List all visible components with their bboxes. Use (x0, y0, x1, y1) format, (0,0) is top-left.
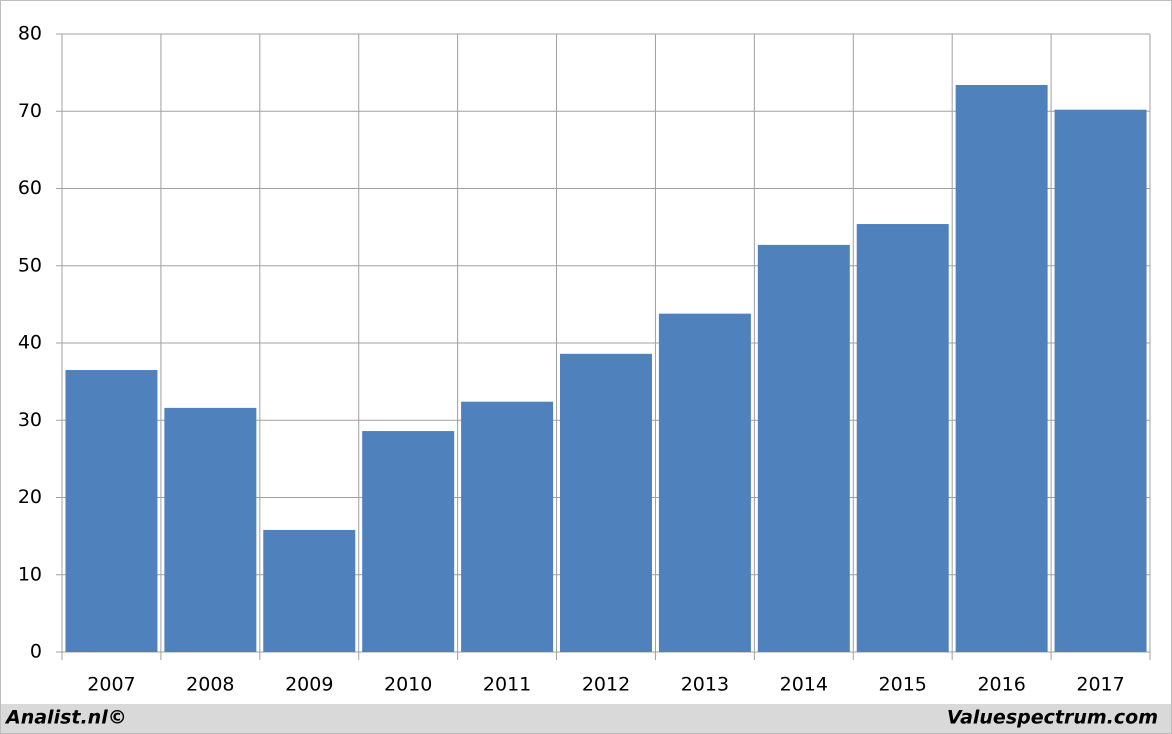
footer-right: Valuespectrum.com (947, 707, 1158, 729)
x-tick-label: 2009 (285, 674, 333, 696)
x-tick-label: 2013 (681, 674, 729, 696)
x-tick-label: 2012 (582, 674, 630, 696)
bar (362, 431, 455, 652)
x-tick-label: 2008 (186, 674, 234, 696)
x-tick-label: 2017 (1076, 674, 1124, 696)
y-tick-label: 50 (18, 254, 42, 276)
x-tick-label: 2014 (780, 674, 828, 696)
bar (955, 84, 1048, 653)
y-tick-label: 70 (18, 100, 42, 122)
x-tick-label: 2016 (977, 674, 1025, 696)
bar (65, 370, 158, 652)
y-tick-label: 20 (18, 486, 42, 508)
x-tick-label: 2015 (879, 674, 927, 696)
x-tick-label: 2010 (384, 674, 432, 696)
bar (560, 353, 652, 652)
footer-band (1, 704, 1171, 733)
x-tick-label: 2011 (483, 674, 531, 696)
y-tick-label: 60 (18, 177, 42, 199)
y-tick-label: 80 (18, 23, 42, 45)
bar (263, 529, 356, 652)
bar (658, 313, 751, 652)
y-tick-label: 30 (18, 409, 42, 431)
bar (461, 401, 554, 652)
bar (164, 407, 257, 652)
x-tick-label: 2007 (87, 674, 135, 696)
y-tick-label: 10 (18, 563, 42, 585)
y-tick-label: 0 (30, 641, 42, 663)
footer-left: Analist.nl© (4, 707, 127, 729)
bar (757, 244, 850, 652)
bar (856, 224, 949, 652)
bar (1054, 109, 1147, 652)
y-tick-label: 40 (18, 332, 42, 354)
